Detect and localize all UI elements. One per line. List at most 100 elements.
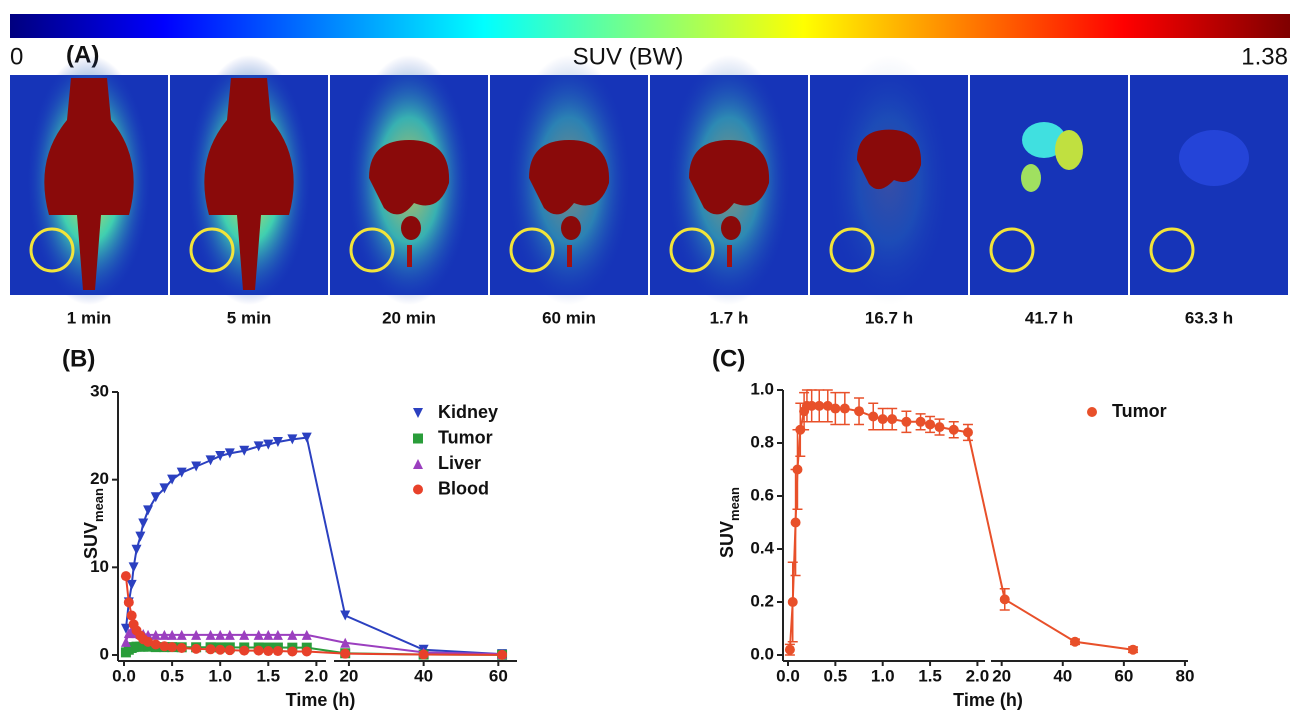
point [176, 642, 187, 653]
point [263, 646, 274, 657]
y-axis-title-main: SUV [81, 522, 101, 559]
point [128, 562, 139, 573]
point [143, 636, 154, 647]
legend-label: Blood [438, 478, 489, 498]
legend-marker [413, 459, 423, 469]
point [999, 594, 1010, 605]
colorbar-max: 1.38 [1241, 43, 1288, 70]
point [287, 434, 298, 445]
point [239, 645, 250, 656]
pet-organ [369, 140, 450, 215]
point [176, 467, 187, 478]
colorbar-min: 0 [10, 43, 23, 70]
point [340, 610, 351, 621]
y-tick-label: 30 [90, 381, 109, 400]
point [272, 646, 283, 657]
y-tick-label: 1.0 [750, 379, 774, 398]
x-tick-label: 1.5 [256, 666, 280, 685]
point [1128, 644, 1139, 655]
point [120, 636, 131, 647]
point [239, 445, 250, 456]
point [239, 629, 250, 640]
point [159, 483, 170, 494]
y-tick-label: 0.4 [750, 538, 774, 557]
pet-body [204, 78, 294, 290]
point [877, 414, 888, 425]
x-tick-label: 80 [1175, 666, 1194, 685]
pet-bladder [401, 216, 421, 240]
point [934, 422, 945, 433]
x-tick-label: 1.0 [208, 666, 232, 685]
point [830, 403, 841, 414]
point [792, 464, 803, 475]
point [948, 424, 959, 435]
x-tick-label: 20 [992, 666, 1011, 685]
point [138, 518, 149, 529]
y-axis-title-sub: mean [91, 488, 106, 522]
pet-body [44, 78, 134, 290]
point [167, 629, 178, 640]
point [143, 505, 154, 516]
point [131, 544, 142, 555]
y-axis-title: SUVmean [717, 487, 742, 558]
point [915, 416, 926, 427]
point [925, 419, 936, 430]
point [806, 400, 817, 411]
y-tick-label: 20 [90, 469, 109, 488]
point [854, 406, 865, 417]
point [822, 400, 833, 411]
point [123, 597, 134, 608]
x-tick-label: 0.5 [160, 666, 184, 685]
legend-marker [413, 408, 423, 418]
point [135, 531, 146, 542]
point [191, 461, 202, 472]
pet-frame [970, 75, 1128, 295]
point [839, 403, 850, 414]
tumor-circle [189, 227, 235, 273]
point [814, 400, 825, 411]
frame-label: 20 min [382, 308, 436, 327]
tumor-circle [29, 227, 75, 273]
point [120, 571, 131, 582]
legend-marker [1087, 407, 1097, 417]
point [418, 649, 429, 660]
point [301, 646, 312, 657]
x-tick-label: 40 [1053, 666, 1072, 685]
y-tick-label: 10 [90, 557, 109, 576]
point [340, 637, 351, 648]
point [126, 610, 137, 621]
y-axis-title-sub: mean [727, 487, 742, 521]
point [176, 629, 187, 640]
x-tick-label: 20 [339, 666, 358, 685]
y-tick-label: 0.8 [750, 432, 774, 451]
tumor-circle [1149, 227, 1195, 273]
pet-bladder [721, 216, 741, 240]
tumor-circle [829, 227, 875, 273]
pet-bladder [567, 245, 572, 267]
point [150, 629, 161, 640]
series-line [788, 404, 1134, 651]
pet-bladder [727, 245, 732, 267]
panel-label: (C) [712, 345, 745, 372]
pet-organ [857, 129, 922, 190]
panel-label: (B) [62, 345, 95, 372]
point [253, 645, 264, 656]
y-axis-title: SUVmean [81, 488, 106, 559]
legend-label: Tumor [438, 427, 493, 447]
y-tick-label: 0.0 [750, 644, 774, 663]
point [497, 649, 508, 660]
legend-label: Tumor [1112, 401, 1167, 421]
point [287, 646, 298, 657]
point [272, 629, 283, 640]
point [962, 427, 973, 438]
point [1069, 636, 1080, 647]
x-tick-label: 2.0 [305, 666, 329, 685]
legend-marker [413, 433, 423, 444]
point [191, 629, 202, 640]
point [263, 629, 274, 640]
point [150, 492, 161, 503]
x-tick-label: 0.0 [112, 666, 136, 685]
colorbar [10, 14, 1290, 38]
